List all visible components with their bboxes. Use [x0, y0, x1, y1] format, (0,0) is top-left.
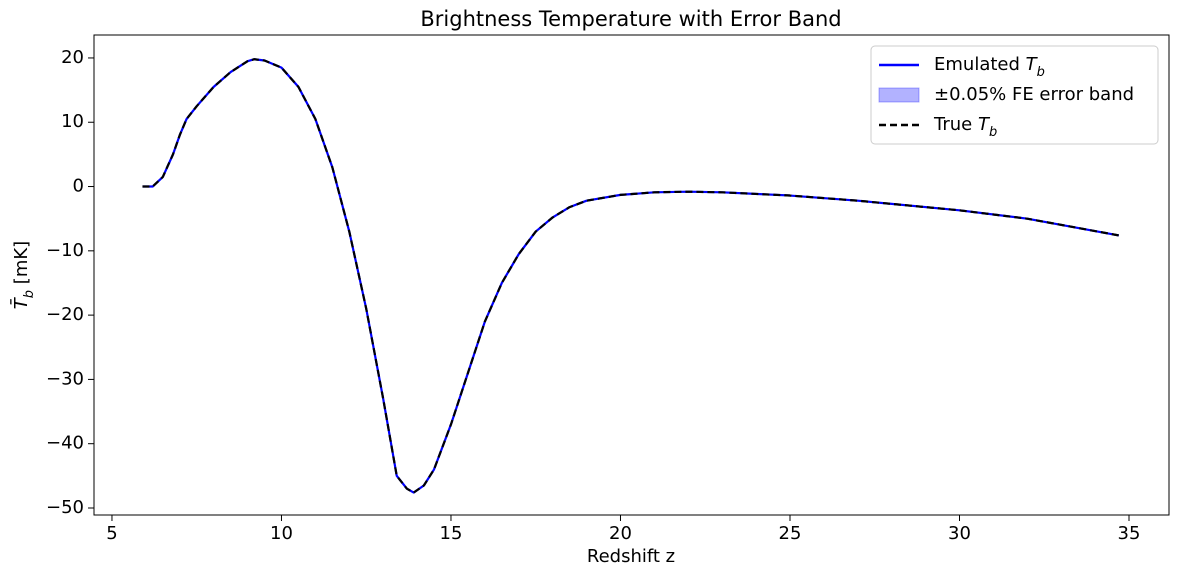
text-part: Emulated — [934, 54, 1026, 75]
subscript: b — [22, 290, 37, 298]
chart-title: Brightness Temperature with Error Band — [420, 7, 841, 31]
x-tick-label: 25 — [779, 523, 802, 544]
y-tick-label: 10 — [61, 111, 84, 132]
x-tick-label: 10 — [270, 523, 293, 544]
x-tick-label: 30 — [948, 523, 971, 544]
y-tick-label: −50 — [46, 497, 84, 518]
legend-swatch — [878, 87, 920, 103]
y-tick-label: −30 — [46, 368, 84, 389]
subscript: b — [1037, 65, 1045, 80]
x-axis-label: Redshift z — [587, 546, 675, 567]
text-part: [mK] — [11, 241, 32, 290]
x-tick-label: 35 — [1118, 523, 1141, 544]
text-part: T — [978, 114, 991, 135]
legend-label: ±0.05% FE error band — [934, 84, 1134, 105]
subscript: b — [989, 125, 997, 140]
y-tick-label: −20 — [46, 304, 84, 325]
series-line — [142, 58, 1120, 494]
x-tick-label: 20 — [609, 523, 632, 544]
plot-frame — [93, 34, 1170, 516]
legend-label: True Tb — [933, 114, 997, 140]
legend-label: Emulated Tb — [934, 54, 1045, 80]
y-tick-label: 0 — [73, 176, 84, 197]
x-tick-label: 15 — [440, 523, 463, 544]
y-tick-label: −10 — [46, 240, 84, 261]
y-axis-label: T̄b [mK] — [10, 241, 37, 309]
y-tick-label: −40 — [46, 433, 84, 454]
y-tick-label: 20 — [61, 47, 84, 68]
text-part: T — [1026, 54, 1039, 75]
text-part: True — [933, 114, 978, 135]
legend-box — [870, 45, 1159, 145]
x-tick-label: 5 — [106, 523, 117, 544]
legend: Emulated Tb ±0.05% FE error band True Tb — [870, 45, 1159, 145]
text-part: T̄ — [10, 296, 32, 309]
